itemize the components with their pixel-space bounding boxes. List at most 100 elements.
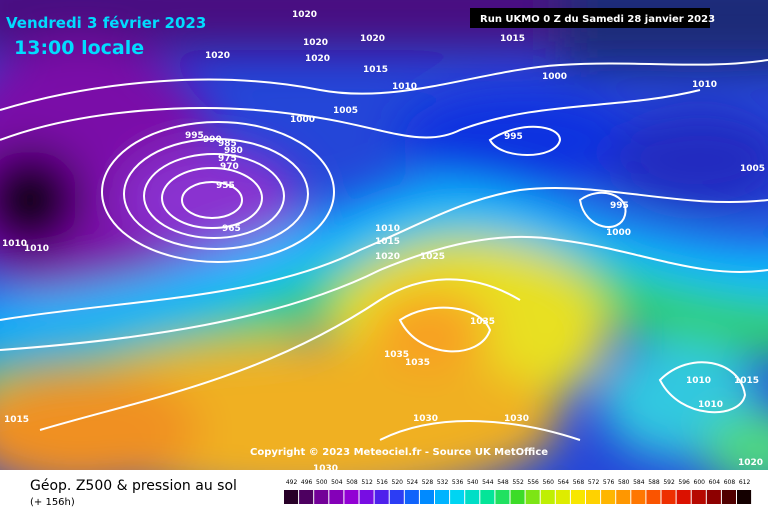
colorbar-label: 540 — [467, 479, 479, 486]
colorbar-swatch — [435, 490, 450, 504]
colorbar-label: 548 — [497, 479, 509, 486]
isobar-label: 980 — [224, 146, 243, 156]
colorbar-swatch — [586, 490, 601, 504]
isobar-label: 990 — [203, 135, 222, 145]
colorbar-swatch — [314, 490, 329, 504]
isobar-label: 995 — [185, 131, 204, 141]
isobar-label: 1025 — [420, 252, 445, 262]
isobar-label: 965 — [222, 224, 241, 234]
colorbar-label: 544 — [482, 479, 494, 486]
isobar-label: 1000 — [290, 115, 315, 125]
colorbar-label: 524 — [407, 479, 419, 486]
colorbar-label: 528 — [422, 479, 434, 486]
run-label: Run UKMO 0 Z du Samedi 28 janvier 2023 — [480, 14, 715, 25]
colorbar-swatch — [465, 490, 480, 504]
colorbar-swatch — [540, 490, 555, 504]
isobar-label: 1000 — [542, 72, 567, 82]
colorbar-swatch — [525, 490, 540, 504]
isobar-label: 1020 — [738, 458, 763, 468]
isobar-label: 1020 — [205, 51, 230, 61]
colorbar-label: 564 — [558, 479, 570, 486]
colorbar-swatch — [555, 490, 570, 504]
colorbar-swatch — [419, 490, 434, 504]
colorbar-swatch — [706, 490, 721, 504]
colorbar-swatch — [359, 490, 374, 504]
isobar-label: 1010 — [24, 244, 49, 254]
isobar-label: 1015 — [363, 65, 388, 75]
field-shading — [0, 0, 768, 470]
run-box — [470, 8, 710, 28]
colorbar-label: 612 — [739, 479, 751, 486]
colorbar-label: 552 — [512, 479, 524, 486]
isobar-label: 1010 — [698, 400, 723, 410]
footer-lead: (+ 156h) — [30, 497, 75, 508]
copyright: Copyright © 2023 Meteociel.fr - Source U… — [250, 447, 548, 458]
colorbar-label: 492 — [286, 479, 298, 486]
colorbar-label: 504 — [331, 479, 343, 486]
colorbar-label: 588 — [648, 479, 660, 486]
colorbar-label: 572 — [588, 479, 600, 486]
colorbar-label: 580 — [618, 479, 630, 486]
colorbar-swatch — [631, 490, 646, 504]
isobar-label: 1010 — [686, 376, 711, 386]
isobar-label: 1015 — [500, 34, 525, 44]
colorbar-label: 600 — [694, 479, 706, 486]
isobar-label: 1020 — [303, 38, 328, 48]
colorbar-swatch — [480, 490, 495, 504]
colorbar-swatch — [374, 490, 389, 504]
isobar-label: 970 — [220, 162, 239, 172]
colorbar-swatch — [299, 490, 314, 504]
isobar-label: 955 — [216, 181, 235, 191]
colorbar-label: 516 — [376, 479, 388, 486]
isobar-label: 1020 — [292, 10, 317, 20]
isobar-label: 1010 — [392, 82, 417, 92]
colorbar-swatch — [329, 490, 344, 504]
colorbar-label: 500 — [316, 479, 328, 486]
colorbar-swatch — [601, 490, 616, 504]
colorbar-label: 512 — [361, 479, 373, 486]
isobar-label: 1020 — [375, 252, 400, 262]
colorbar-label: 604 — [709, 479, 721, 486]
isobar-label: 1015 — [375, 237, 400, 247]
colorbar-swatch — [691, 490, 706, 504]
colorbar-label: 608 — [724, 479, 736, 486]
isobar-label: 995 — [504, 132, 523, 142]
time-label: 13:00 locale — [14, 37, 144, 59]
isobar-label: 1035 — [470, 317, 495, 327]
colorbar-label: 576 — [603, 479, 615, 486]
colorbar-label: 592 — [663, 479, 675, 486]
colorbar-swatch — [616, 490, 631, 504]
colorbar-swatch — [389, 490, 404, 504]
colorbar-label: 556 — [527, 479, 539, 486]
isobar-label: 1030 — [313, 464, 338, 474]
isobar-label: 1030 — [413, 414, 438, 424]
isobar-label: 1010 — [2, 239, 27, 249]
colorbar: 492 496 500 504 508 512 516 520 524 528 532 536 540 5… — [284, 479, 752, 504]
colorbar-swatch — [495, 490, 510, 504]
colorbar-swatch — [510, 490, 525, 504]
colorbar-swatch — [737, 490, 752, 504]
isobar-label: 1010 — [375, 224, 400, 234]
colorbar-label: 520 — [392, 479, 404, 486]
isobar-label: 1015 — [4, 415, 29, 425]
colorbar-swatch — [676, 490, 691, 504]
isobar-label: 1015 — [734, 376, 759, 386]
colorbar-swatch — [450, 490, 465, 504]
colorbar-label: 596 — [678, 479, 690, 486]
colorbar-swatch — [646, 490, 661, 504]
colorbar-swatch — [570, 490, 585, 504]
colorbar-label: 496 — [301, 479, 313, 486]
isobar-label: 1005 — [740, 164, 765, 174]
colorbar-swatch — [284, 490, 299, 504]
isobar-label: 1020 — [360, 34, 385, 44]
colorbar-label: 560 — [543, 479, 555, 486]
footer-title: Géop. Z500 & pression au sol — [30, 478, 237, 494]
colorbar-swatch — [344, 490, 359, 504]
isobar-label: 1020 — [305, 54, 330, 64]
isobar-label: 1010 — [692, 80, 717, 90]
isobar-label: 995 — [610, 201, 629, 211]
colorbar-swatch — [721, 490, 736, 504]
isobar-labels: 1020 1020 1020 1020 1020 1015 1015 1010 1005 1000… — [2, 10, 765, 474]
isobar-label: 1035 — [384, 350, 409, 360]
